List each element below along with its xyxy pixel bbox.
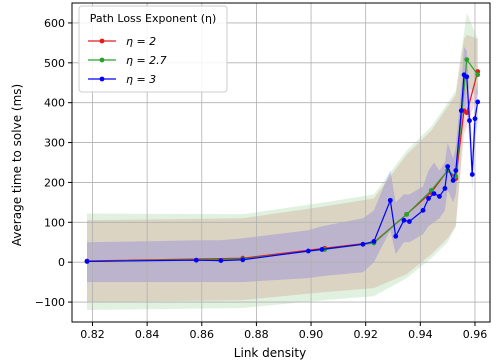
series-1-point <box>464 110 470 116</box>
y-tick-label: 500 <box>44 57 65 70</box>
series-3-point <box>458 108 464 114</box>
series-3-point <box>445 164 451 169</box>
series-2-point <box>464 57 470 63</box>
series-3-point <box>393 233 399 239</box>
series-lines <box>84 57 481 264</box>
series-3-point <box>305 248 311 254</box>
series-3-point <box>371 239 377 244</box>
y-axis-label: Average time to solve (ms) <box>10 84 24 246</box>
series-3-point <box>360 241 366 247</box>
x-tick-label: 0.96 <box>463 328 488 341</box>
series-3-point <box>431 191 437 197</box>
legend-label: η = 2 <box>126 35 156 48</box>
legend-swatch-marker <box>99 57 105 63</box>
legend-label: η = 3 <box>126 73 156 86</box>
series-1-band <box>87 34 478 303</box>
legend: Path Loss Exponent (η) η = 2 η = 2.7 η = 3 <box>78 5 228 93</box>
legend-swatch-marker <box>99 76 105 82</box>
x-tick-label: 0.84 <box>135 328 160 341</box>
legend-label: η = 2.7 <box>126 54 167 67</box>
y-tick-label: 300 <box>44 137 65 150</box>
series-3-point <box>218 258 224 263</box>
series-3-point <box>407 219 412 224</box>
y-tick-label: −100 <box>35 296 65 309</box>
x-axis-ticks: 0.82 0.84 0.86 0.88 0.90 0.92 0.94 0.96 <box>80 322 487 341</box>
series-3-point <box>467 118 472 124</box>
x-tick-label: 0.88 <box>244 328 269 341</box>
series-3-point <box>475 99 481 105</box>
legend-items: η = 2 η = 2.7 η = 3 <box>88 35 167 86</box>
series-3-point <box>442 186 448 191</box>
x-tick-label: 0.94 <box>408 328 433 341</box>
series-3-point <box>240 257 246 263</box>
series-2-point <box>404 211 410 217</box>
x-axis-label: Link density <box>234 346 306 360</box>
series-3-point <box>319 247 325 252</box>
series-3-point <box>401 217 407 223</box>
series-3-point <box>420 207 426 213</box>
y-axis-ticks: −100 0 100 200 300 400 500 600 <box>35 17 72 309</box>
series-3-point <box>387 197 393 203</box>
legend-swatch-marker <box>99 38 105 44</box>
series-3-point <box>464 74 470 80</box>
series-3-point <box>193 257 199 263</box>
x-tick-label: 0.90 <box>299 328 324 341</box>
y-tick-label: 600 <box>44 17 65 30</box>
confidence-bands <box>87 13 478 310</box>
y-tick-label: 0 <box>58 256 65 269</box>
grid <box>72 3 490 322</box>
series-3-point <box>472 116 478 122</box>
x-tick-label: 0.82 <box>80 328 105 341</box>
series-3-point <box>469 172 475 177</box>
x-tick-label: 0.86 <box>190 328 215 341</box>
legend-title: Path Loss Exponent (η) <box>90 12 217 25</box>
series-3-point <box>426 195 431 201</box>
y-tick-label: 400 <box>44 97 65 110</box>
x-tick-label: 0.92 <box>353 328 378 341</box>
series-2-band <box>87 13 478 310</box>
plot-frame <box>71 2 491 323</box>
series-3-band <box>87 46 478 283</box>
series-2-point <box>475 72 481 78</box>
y-tick-label: 100 <box>44 216 65 229</box>
series-3-point <box>84 258 90 264</box>
series-3-point <box>450 178 456 183</box>
y-tick-label: 200 <box>44 176 65 189</box>
series-3-point <box>453 168 459 173</box>
legend-box <box>78 5 228 93</box>
series-2-point <box>428 188 434 193</box>
series-3-point <box>437 193 442 199</box>
